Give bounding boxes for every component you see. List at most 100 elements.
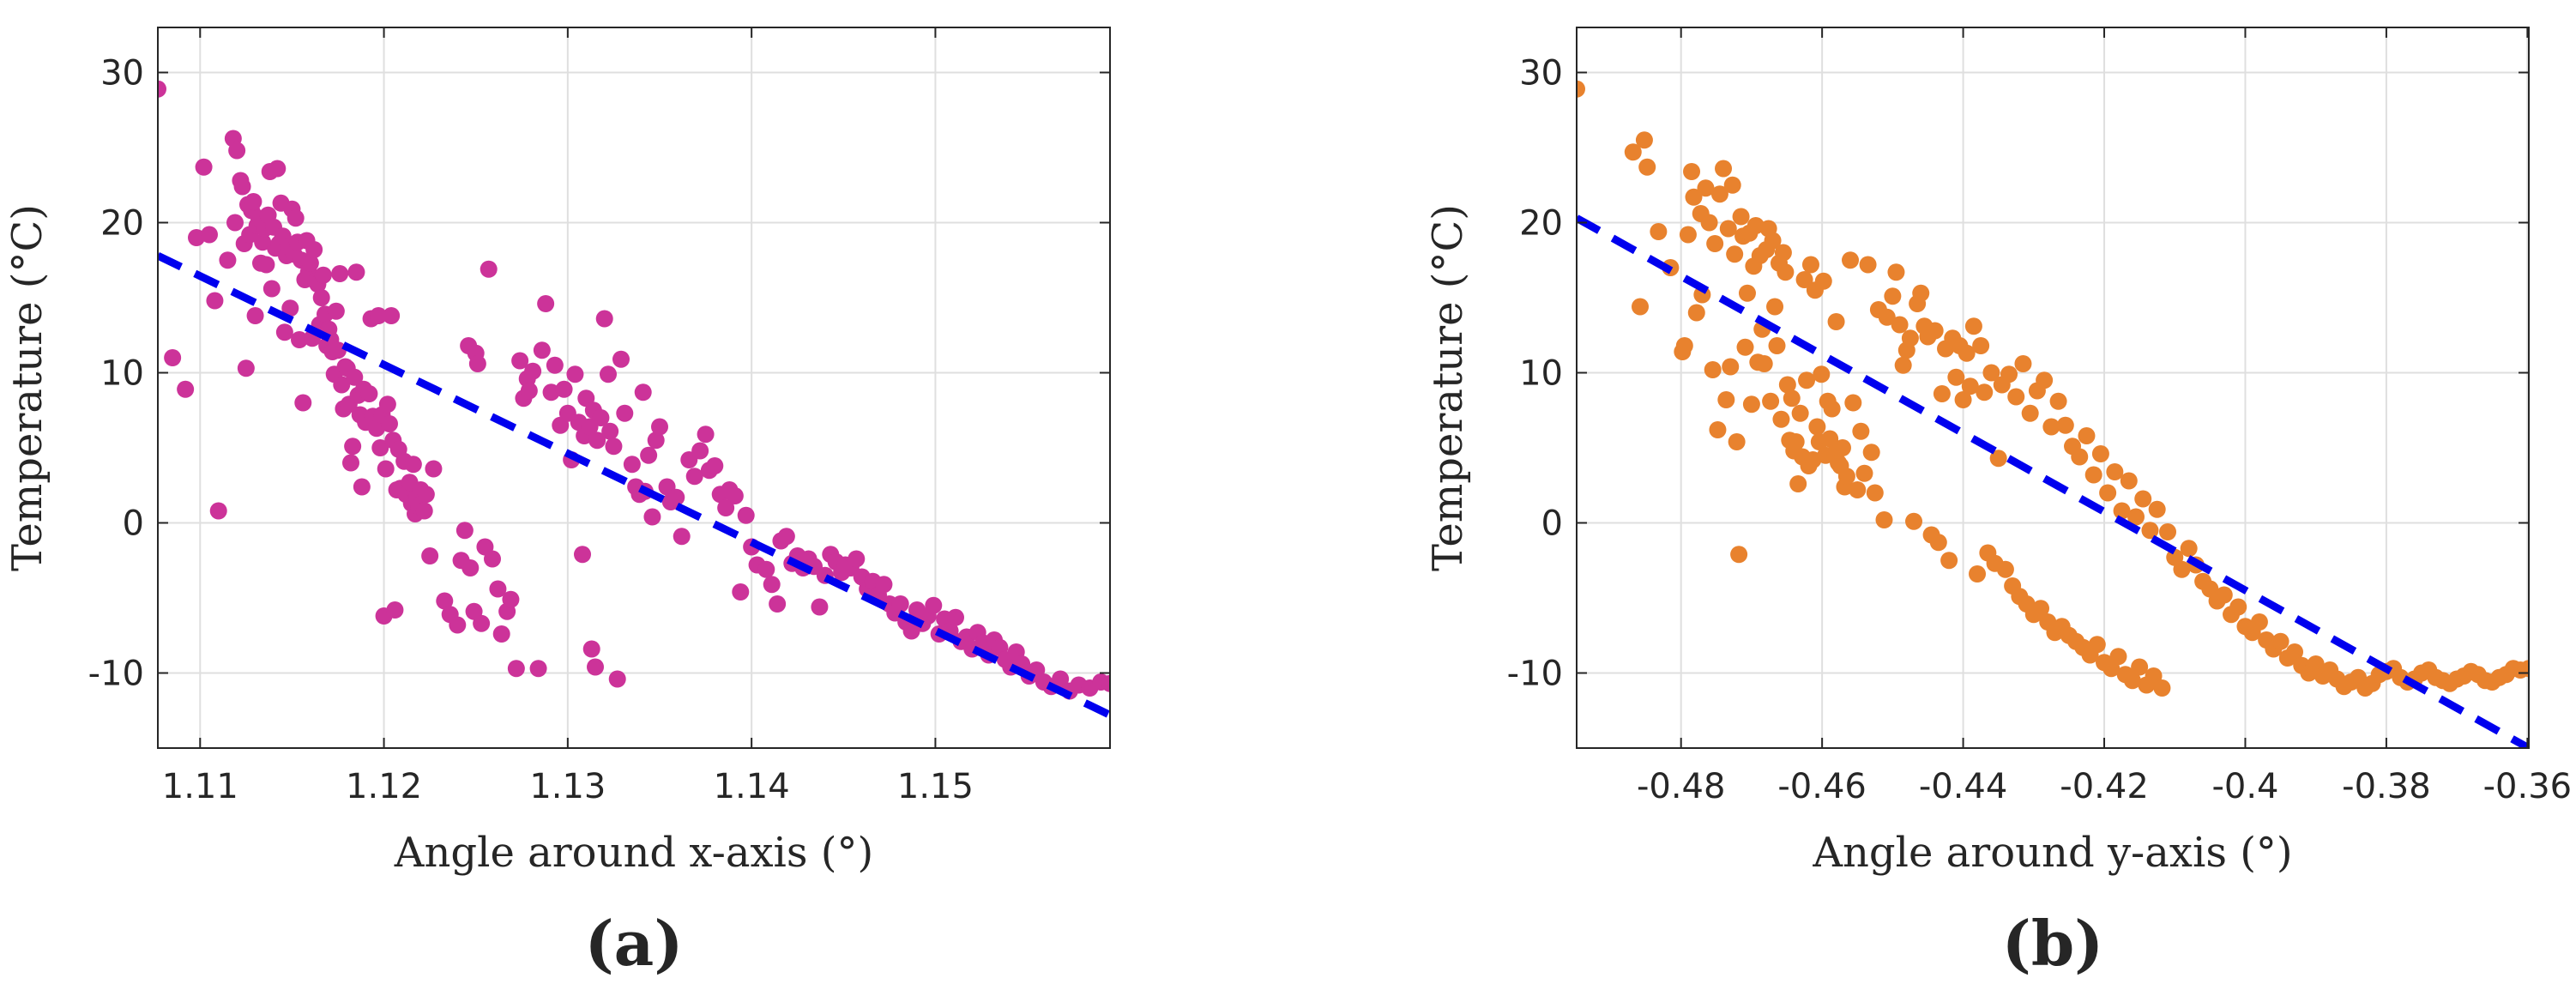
scatter-point bbox=[1821, 430, 1839, 448]
scatter-point bbox=[291, 331, 308, 348]
scatter-point bbox=[537, 295, 555, 312]
scatter-point bbox=[651, 418, 668, 436]
scatter-point bbox=[2271, 632, 2289, 650]
scatter-point bbox=[246, 307, 264, 324]
y-axis-label: Temperature (°C) bbox=[3, 204, 51, 571]
scatter-point bbox=[673, 528, 691, 546]
scatter-point bbox=[608, 670, 626, 688]
scatter-point bbox=[449, 616, 467, 634]
y-tick-label: 10 bbox=[100, 354, 144, 394]
scatter-point bbox=[209, 502, 227, 520]
scatter-point bbox=[370, 307, 388, 324]
scatter-point bbox=[1732, 208, 1750, 226]
scatter-point bbox=[344, 438, 362, 456]
scatter-point bbox=[1768, 337, 1786, 354]
scatter-point bbox=[2153, 679, 2171, 697]
scatter-point bbox=[484, 550, 501, 568]
scatter-point bbox=[1894, 356, 1912, 374]
scatter-point bbox=[262, 280, 281, 298]
y-tick-label: 20 bbox=[100, 204, 144, 244]
scatter-point bbox=[1801, 256, 1819, 274]
x-axis-label: Angle around y-axis (°) bbox=[1812, 829, 2292, 877]
y-tick-label: 10 bbox=[1519, 354, 1563, 394]
scatter-point bbox=[1706, 235, 1724, 252]
panel-label: (b) bbox=[2002, 907, 2103, 980]
y-tick-label: 30 bbox=[1519, 54, 1563, 94]
scatter-point bbox=[1891, 316, 1909, 334]
scatter-point bbox=[1730, 546, 1748, 564]
scatter-point bbox=[2021, 404, 2039, 422]
scatter-point bbox=[1624, 143, 1642, 161]
scatter-point bbox=[2007, 388, 2025, 406]
y-tick-label: 30 bbox=[100, 54, 144, 94]
scatter-point bbox=[1887, 263, 1905, 281]
scatter-point bbox=[1728, 433, 1746, 450]
data-layer bbox=[1577, 80, 2529, 748]
scatter-point bbox=[612, 350, 630, 368]
scatter-point bbox=[1862, 444, 1880, 462]
scatter-point bbox=[1738, 284, 1756, 302]
scatter-point bbox=[1772, 410, 1790, 428]
scatter-point bbox=[378, 395, 396, 413]
scatter-point bbox=[2286, 643, 2304, 661]
scatter-point bbox=[1715, 160, 1733, 178]
scatter-point bbox=[1632, 298, 1649, 316]
scatter-point bbox=[925, 596, 943, 614]
scatter-point bbox=[1875, 511, 1893, 528]
y-tick-label: 20 bbox=[1519, 204, 1563, 244]
scatter-point bbox=[1961, 377, 1979, 395]
scatter-point bbox=[2145, 667, 2163, 685]
panel-label: (a) bbox=[585, 907, 684, 980]
scatter-point bbox=[2014, 355, 2032, 372]
scatter-point bbox=[333, 376, 351, 394]
scatter-point bbox=[2036, 371, 2054, 389]
scatter-point bbox=[1719, 220, 1737, 238]
scatter-point bbox=[777, 528, 795, 546]
scatter-point bbox=[383, 307, 401, 324]
scatter-point bbox=[368, 420, 385, 438]
scatter-point bbox=[2141, 522, 2159, 540]
scatter-point bbox=[305, 241, 323, 258]
scatter-point bbox=[219, 251, 237, 269]
scatter-point bbox=[1052, 670, 1070, 688]
scatter-point bbox=[1766, 298, 1784, 316]
scatter-point bbox=[360, 385, 378, 402]
scatter-point bbox=[647, 432, 665, 450]
scatter-point bbox=[417, 486, 435, 504]
scatter-point bbox=[2120, 472, 2138, 490]
scatter-point bbox=[1808, 418, 1826, 436]
scatter-point bbox=[1577, 80, 1585, 98]
scatter-point bbox=[1798, 371, 1816, 389]
scatter-point bbox=[2134, 490, 2152, 508]
scatter-point bbox=[377, 460, 395, 478]
scatter-point bbox=[1964, 317, 1982, 335]
scatter-point bbox=[195, 158, 213, 176]
panel-a: 1.11 1.12 1.13 1.14 1.15 -10 0 10 20 30 Angle arou… bbox=[3, 27, 1111, 980]
scatter-point bbox=[1905, 512, 1923, 530]
scatter-point bbox=[2229, 598, 2247, 616]
x-tick-label: 1.13 bbox=[529, 767, 606, 806]
scatter-point bbox=[1837, 468, 1855, 486]
scatter-point bbox=[542, 383, 560, 401]
scatter-point bbox=[1814, 272, 1832, 290]
scatter-point bbox=[566, 365, 584, 383]
x-tick-label: 1.15 bbox=[897, 767, 974, 806]
scatter-point bbox=[371, 439, 389, 456]
scatter-point bbox=[2180, 540, 2198, 558]
scatter-point bbox=[1855, 464, 1873, 482]
scatter-point bbox=[592, 409, 610, 426]
scatter-point bbox=[2148, 500, 2166, 518]
x-tick-label: -0.48 bbox=[1637, 767, 1726, 806]
scatter-point bbox=[848, 550, 866, 568]
scatter-point bbox=[1726, 245, 1744, 263]
scatter-point bbox=[1787, 433, 1805, 450]
scatter-point bbox=[331, 265, 349, 282]
scatter-point bbox=[353, 478, 371, 496]
scatter-point bbox=[1954, 391, 1972, 408]
scatter-point bbox=[404, 456, 422, 474]
x-tick-label: 1.11 bbox=[162, 767, 238, 806]
scatter-point bbox=[1940, 552, 1958, 570]
scatter-point bbox=[507, 660, 525, 678]
scatter-point bbox=[726, 487, 744, 504]
